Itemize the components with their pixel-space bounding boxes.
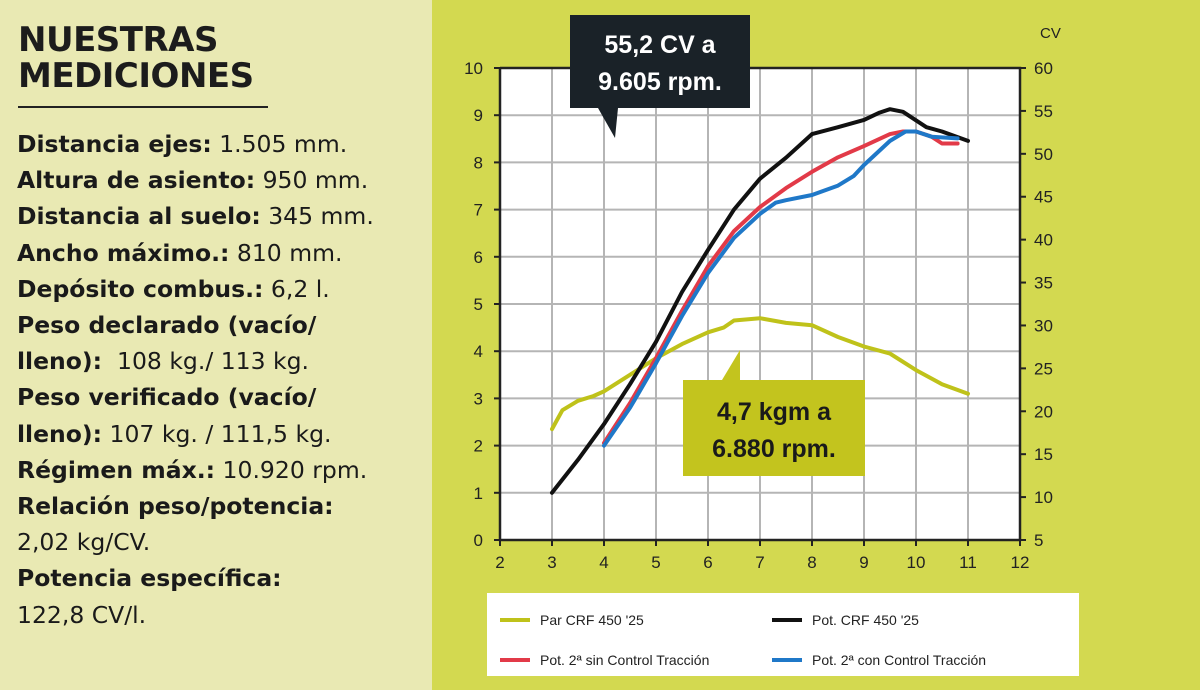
spec-row: Distancia ejes: 1.505 mm. [17,126,374,162]
torque-peak-text-2: 6.880 rpm. [712,435,836,463]
spec-row: Peso declarado (vacío/ [17,307,374,343]
spec-label: Relación peso/potencia: [17,492,334,521]
x-tick-label: 3 [547,553,556,572]
series-line-3 [602,129,960,448]
spec-label: Peso verificado (vacío/ [17,383,317,412]
series-line-1 [550,107,970,495]
y-left-tick-label: 8 [474,153,483,172]
y-left-tick-label: 4 [474,342,483,361]
y-right-tick-label: 40 [1034,231,1053,250]
plot-frame [498,66,1022,542]
spec-value: 6,2 l. [263,274,330,303]
y-left-tick-label: 9 [474,106,483,125]
spec-value: 10.920 rpm. [215,455,368,484]
spec-list: Distancia ejes: 1.505 mm. Altura de asien… [17,126,374,633]
y-right-tick-label: 10 [1034,488,1053,507]
y-right-tick-label: 30 [1034,316,1053,335]
spec-row: Régimen máx.: 10.920 rpm. [17,452,374,488]
spec-value: 1.505 mm. [211,130,348,158]
spec-row: 122,8 CV/l. [17,597,374,633]
x-tick-label: 4 [599,553,608,572]
y-right-tick-label: 45 [1034,188,1053,207]
spec-value: 2,02 kg/CV. [17,528,151,557]
spec-label: lleno): [17,347,103,376]
x-tick-label: 2 [495,553,504,572]
y-left-tick-label: 0 [474,531,483,550]
spec-row: Ancho máximo.: 810 mm. [17,235,374,271]
spec-row: Peso verificado (vacío/ [17,379,374,415]
y-right-tick-label: 20 [1034,402,1053,421]
legend-label: Pot. 2ª sin Control Tracción [540,652,709,668]
legend-label: Pot. CRF 450 '25 [812,612,919,628]
spec-row: Relación peso/potencia: [17,488,374,524]
spec-value: 122,8 CV/l. [17,600,147,629]
y-left-tick-label: 10 [464,59,483,78]
torque-peak-text-1: 4,7 kgm a [717,398,832,426]
spec-row: 2,02 kg/CV. [17,524,374,560]
x-tick-label: 9 [859,553,868,572]
spec-row: Altura de asiento: 950 mm. [17,162,374,198]
spec-value: 810 mm. [229,238,343,267]
spec-label: Distancia al suelo: [17,202,261,231]
spec-label: Peso declarado (vacío/ [17,311,317,340]
spec-row: Depósito combus.: 6,2 l. [17,271,374,307]
series-line-0 [550,316,970,432]
spec-row: Potencia específica: [17,560,374,596]
legend [487,593,1079,676]
y-right-tick-label: 50 [1034,145,1053,164]
spec-row: lleno): 108 kg./ 113 kg. [17,343,374,379]
y-left-tick-label: 7 [474,201,483,220]
x-tick-label: 12 [1011,553,1030,572]
x-tick-label: 5 [651,553,660,572]
power-peak-text-1: 55,2 CV a [604,31,716,59]
y-left-tick-label: 2 [474,437,483,456]
legend-label: Pot. 2ª con Control Tracción [812,652,986,668]
y-right-tick-label: 5 [1034,531,1043,550]
title-line-2: MEDICIONES [18,56,254,96]
y-right-tick-label: 60 [1034,59,1053,78]
y-left-tick-label: 5 [474,295,483,314]
x-tick-label: 11 [959,553,977,572]
y-right-tick-label: 15 [1034,445,1053,464]
y-right-tick-label: 25 [1034,359,1053,378]
torque-peak-callout [683,350,865,476]
y-right-tick-label: 55 [1034,102,1053,121]
panel-title: NUESTRAS MEDICIONES [18,22,254,94]
spec-label: Potencia específica: [17,564,282,593]
title-line-1: NUESTRAS [18,20,218,60]
spec-row: lleno): 107 kg. / 111,5 kg. [17,416,374,452]
power-peak-text-2: 9.605 rpm. [598,68,722,96]
measurements-panel: NUESTRAS MEDICIONES Distancia ejes: 1.50… [0,0,432,690]
spec-value: 345 mm. [260,202,374,231]
x-tick-label: 8 [807,553,816,572]
legend-label: Par CRF 450 '25 [540,612,644,628]
spec-label: Régimen máx.: [17,455,216,484]
y-left-tick-label: 1 [474,484,483,503]
spec-label: lleno): [17,419,103,448]
y-right-axis-label: CV [1040,25,1061,42]
spec-row: Distancia al suelo: 345 mm. [17,198,374,234]
x-tick-label: 10 [907,553,926,572]
spec-value: 108 kg./ 113 kg. [102,347,310,376]
spec-value: 107 kg. / 111,5 kg. [102,419,332,448]
x-tick-label: 6 [703,553,712,572]
y-left-tick-label: 3 [474,389,483,408]
title-divider [18,106,268,108]
spec-label: Depósito combus.: [17,274,264,303]
spec-value: 950 mm. [255,166,369,195]
y-right-tick-label: 35 [1034,274,1053,293]
y-left-tick-label: 6 [474,248,483,267]
x-tick-label: 7 [755,553,764,572]
spec-label: Distancia ejes: [17,130,212,158]
spec-label: Altura de asiento: [17,166,256,195]
spec-label: Ancho máximo.: [17,238,230,267]
power-peak-callout [570,15,750,138]
